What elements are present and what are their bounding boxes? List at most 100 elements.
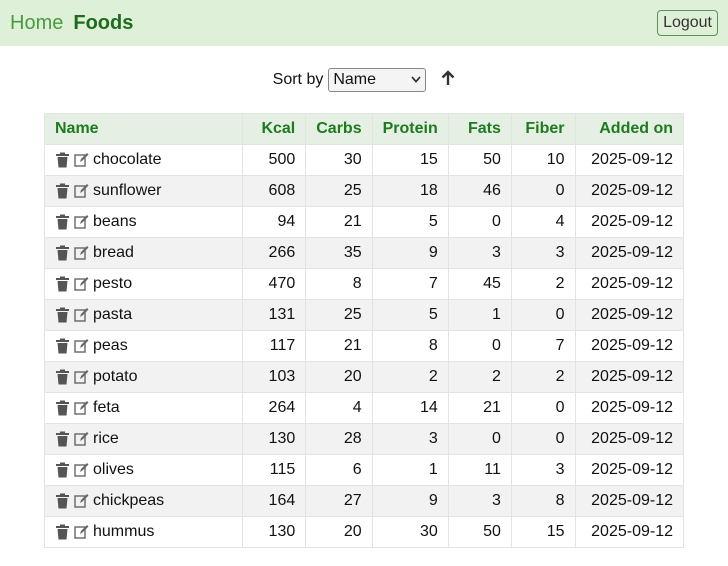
cell-name: chickpeas — [43, 485, 244, 517]
cell-fats: 50 — [447, 516, 512, 548]
edit-icon[interactable] — [74, 245, 89, 260]
cell-name: olives — [43, 454, 244, 486]
cell-added: 2025-09-12 — [574, 237, 685, 269]
header-fats[interactable]: Fats — [447, 113, 512, 145]
food-name: beans — [93, 213, 137, 230]
food-name: olives — [93, 461, 134, 478]
cell-protein: 8 — [371, 330, 449, 362]
cell-added: 2025-09-12 — [574, 330, 685, 362]
trash-icon[interactable] — [55, 338, 70, 354]
food-name: hummus — [93, 523, 155, 540]
header-carbs[interactable]: Carbs — [305, 113, 373, 145]
header-protein[interactable]: Protein — [371, 113, 449, 145]
cell-added: 2025-09-12 — [574, 299, 685, 331]
edit-icon[interactable] — [74, 369, 89, 384]
edit-icon[interactable] — [74, 338, 89, 353]
food-name: rice — [93, 430, 119, 447]
food-name: chickpeas — [93, 492, 165, 509]
cell-carbs: 6 — [305, 454, 373, 486]
cell-protein: 2 — [371, 361, 449, 393]
header-added-on[interactable]: Added on — [574, 113, 685, 145]
trash-icon[interactable] — [55, 245, 70, 261]
sort-select[interactable]: Name — [328, 68, 427, 92]
cell-added: 2025-09-12 — [574, 516, 685, 548]
cell-fiber: 2 — [510, 361, 576, 393]
cell-fiber: 3 — [510, 237, 576, 269]
cell-fiber: 0 — [510, 423, 576, 455]
cell-added: 2025-09-12 — [574, 392, 685, 424]
cell-fats: 11 — [447, 454, 512, 486]
cell-added: 2025-09-12 — [574, 361, 685, 393]
cell-kcal: 130 — [242, 516, 307, 548]
trash-icon[interactable] — [55, 183, 70, 199]
food-name: chocolate — [93, 151, 162, 168]
cell-fiber: 0 — [510, 299, 576, 331]
trash-icon[interactable] — [55, 400, 70, 416]
edit-icon[interactable] — [74, 431, 89, 446]
cell-fiber: 2 — [510, 268, 576, 300]
table-body: chocolate 500 30 15 50 10 2025-09-12 sunflower 6… — [43, 144, 685, 548]
arrow-up-icon[interactable] — [441, 69, 455, 91]
trash-icon[interactable] — [55, 493, 70, 509]
edit-icon[interactable] — [74, 214, 89, 229]
cell-carbs: 28 — [305, 423, 373, 455]
sort-selected-value: Name — [333, 71, 377, 88]
cell-fiber: 0 — [510, 175, 576, 207]
cell-fats: 0 — [447, 206, 512, 238]
cell-added: 2025-09-12 — [574, 454, 685, 486]
table-row: feta 264 4 14 21 0 2025-09-12 — [43, 392, 685, 424]
sort-label: Sort by — [272, 71, 324, 88]
cell-name: hummus — [43, 516, 244, 548]
cell-name: chocolate — [43, 144, 244, 176]
trash-icon[interactable] — [55, 369, 70, 385]
cell-fiber: 3 — [510, 454, 576, 486]
cell-carbs: 30 — [305, 144, 373, 176]
edit-icon[interactable] — [74, 307, 89, 322]
cell-name: rice — [43, 423, 244, 455]
trash-icon[interactable] — [55, 276, 70, 292]
table-row: chocolate 500 30 15 50 10 2025-09-12 — [43, 144, 685, 176]
trash-icon[interactable] — [55, 307, 70, 323]
cell-carbs: 25 — [305, 299, 373, 331]
cell-fiber: 15 — [510, 516, 576, 548]
nav-foods-link[interactable]: Foods — [73, 11, 134, 34]
table-header-row: Name Kcal Carbs Protein Fats Fiber Added… — [43, 113, 685, 145]
cell-carbs: 27 — [305, 485, 373, 517]
trash-icon[interactable] — [55, 524, 70, 540]
food-name: pesto — [93, 275, 133, 292]
cell-protein: 14 — [371, 392, 449, 424]
nav-home-link[interactable]: Home — [10, 11, 64, 34]
edit-icon[interactable] — [74, 462, 89, 477]
cell-protein: 5 — [371, 299, 449, 331]
trash-icon[interactable] — [55, 152, 70, 168]
cell-protein: 5 — [371, 206, 449, 238]
table-row: sunflower 608 25 18 46 0 2025-09-12 — [43, 175, 685, 207]
edit-icon[interactable] — [74, 400, 89, 415]
edit-icon[interactable] — [74, 152, 89, 167]
trash-icon[interactable] — [55, 462, 70, 478]
header-fiber[interactable]: Fiber — [510, 113, 576, 145]
cell-added: 2025-09-12 — [574, 485, 685, 517]
cell-name: pesto — [43, 268, 244, 300]
cell-name: sunflower — [43, 175, 244, 207]
cell-added: 2025-09-12 — [574, 268, 685, 300]
cell-added: 2025-09-12 — [574, 423, 685, 455]
cell-fiber: 4 — [510, 206, 576, 238]
edit-icon[interactable] — [74, 183, 89, 198]
header-name[interactable]: Name — [43, 113, 244, 145]
cell-name: potato — [43, 361, 244, 393]
cell-fats: 3 — [447, 485, 512, 517]
cell-kcal: 264 — [242, 392, 307, 424]
cell-kcal: 94 — [242, 206, 307, 238]
cell-protein: 3 — [371, 423, 449, 455]
edit-icon[interactable] — [74, 493, 89, 508]
cell-fiber: 0 — [510, 392, 576, 424]
trash-icon[interactable] — [55, 214, 70, 230]
edit-icon[interactable] — [74, 276, 89, 291]
logout-button[interactable]: Logout — [657, 10, 718, 36]
header-kcal[interactable]: Kcal — [242, 113, 307, 145]
edit-icon[interactable] — [74, 524, 89, 539]
cell-carbs: 4 — [305, 392, 373, 424]
cell-kcal: 131 — [242, 299, 307, 331]
trash-icon[interactable] — [55, 431, 70, 447]
